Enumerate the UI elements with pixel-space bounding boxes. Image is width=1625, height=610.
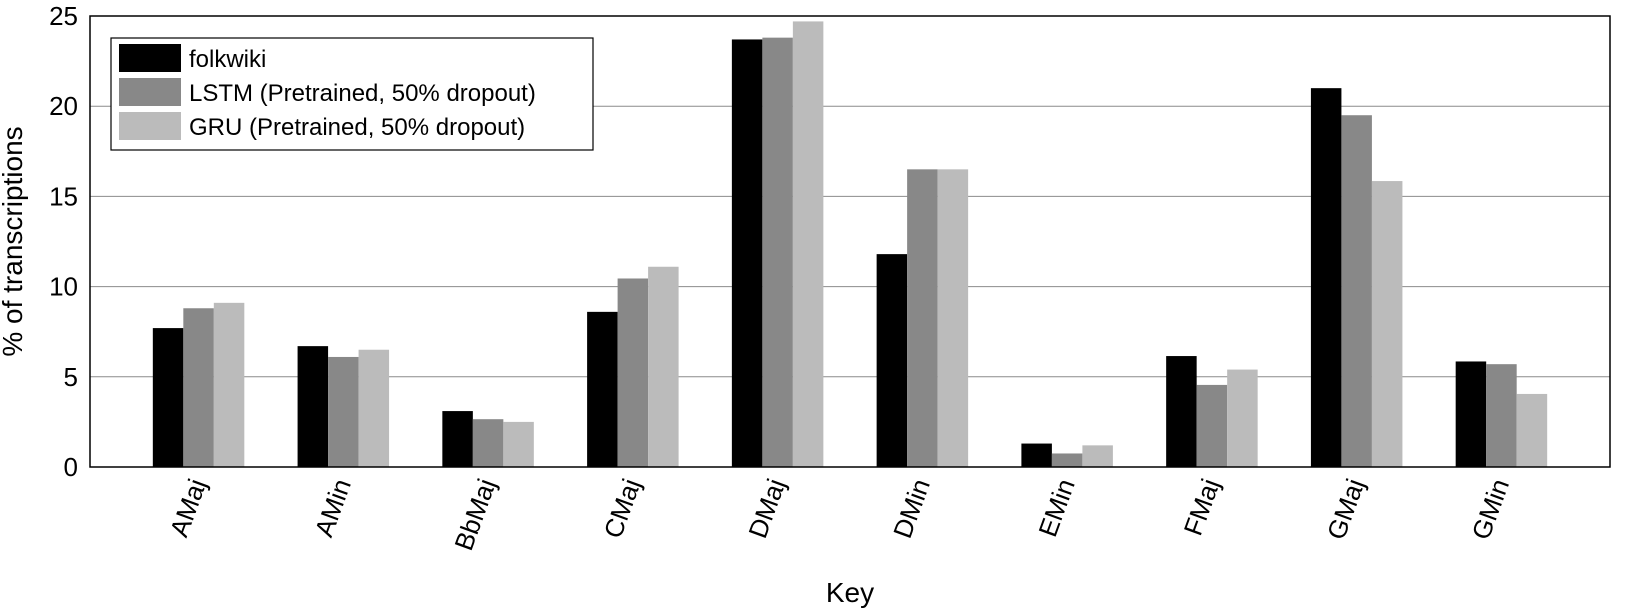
legend-swatch bbox=[119, 112, 181, 140]
bar bbox=[1486, 364, 1517, 467]
x-tick-label: DMaj bbox=[742, 475, 791, 542]
bar bbox=[876, 254, 908, 467]
plot-frame bbox=[89, 15, 1611, 468]
x-axis-label: Key bbox=[826, 577, 874, 608]
x-tick-label: GMaj bbox=[1321, 475, 1370, 544]
x-tick-label: AMin bbox=[309, 475, 357, 541]
y-tick-label: 0 bbox=[64, 452, 78, 482]
x-tick-label: GMin bbox=[1466, 475, 1515, 544]
bar bbox=[587, 311, 618, 467]
legend-label: GRU (Pretrained, 50% dropout) bbox=[189, 114, 525, 141]
bar bbox=[1455, 361, 1487, 467]
bar bbox=[762, 37, 793, 467]
bar bbox=[213, 302, 245, 467]
x-tick-label: EMin bbox=[1032, 475, 1080, 541]
bar bbox=[297, 346, 329, 467]
bar bbox=[1371, 181, 1403, 468]
x-tick-label: BbMaj bbox=[448, 475, 501, 555]
x-tick-label: FMaj bbox=[1178, 475, 1226, 540]
legend-swatch bbox=[119, 78, 181, 106]
bar bbox=[1166, 356, 1197, 467]
bar bbox=[1341, 115, 1372, 467]
bar bbox=[442, 411, 473, 467]
bar bbox=[1021, 443, 1052, 467]
bar bbox=[1310, 88, 1342, 467]
x-tick-label: CMaj bbox=[598, 475, 647, 542]
legend-swatch bbox=[119, 44, 181, 72]
y-tick-label: 10 bbox=[49, 272, 78, 302]
bar bbox=[731, 39, 763, 468]
bar bbox=[792, 21, 824, 468]
bars bbox=[152, 21, 1548, 468]
bar bbox=[1196, 384, 1228, 467]
bar bbox=[503, 421, 534, 467]
y-tick-label: 25 bbox=[49, 1, 78, 31]
bar bbox=[907, 169, 938, 467]
bar bbox=[1051, 453, 1083, 467]
legend-label: LSTM (Pretrained, 50% dropout) bbox=[189, 80, 536, 107]
bar bbox=[152, 328, 184, 467]
bar bbox=[1082, 445, 1113, 467]
legend-box bbox=[110, 37, 594, 151]
y-tick-label: 15 bbox=[49, 181, 78, 211]
bar bbox=[648, 266, 679, 467]
bar bbox=[937, 169, 969, 467]
bar bbox=[1227, 369, 1258, 467]
bar bbox=[617, 278, 649, 467]
y-tick-labels: 0 5 10 15 20 25 bbox=[49, 1, 78, 482]
legend: folkwiki LSTM (Pretrained, 50% dropout) GR… bbox=[110, 37, 594, 151]
y-tick-label: 5 bbox=[64, 362, 78, 392]
x-tick-label: DMin bbox=[887, 475, 936, 542]
bar bbox=[472, 419, 504, 467]
bar bbox=[1516, 393, 1548, 467]
legend-label: folkwiki bbox=[189, 46, 266, 73]
y-tick-label: 20 bbox=[49, 91, 78, 121]
bar bbox=[183, 308, 214, 467]
bar bbox=[328, 356, 359, 467]
bar bbox=[358, 349, 390, 467]
x-tick-label: AMaj bbox=[164, 475, 212, 541]
x-tick-labels: AMaj AMin BbMaj CMaj DMaj DMin EMin FMaj GMaj GMi… bbox=[164, 475, 1515, 555]
y-axis-label: % of transcriptions bbox=[0, 126, 28, 356]
